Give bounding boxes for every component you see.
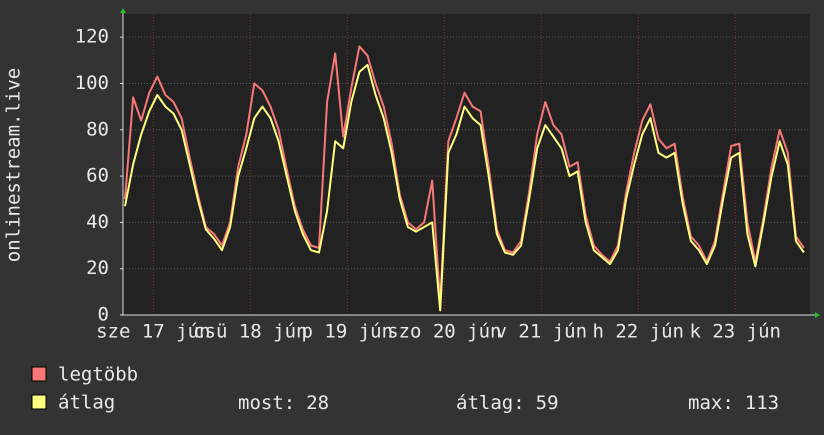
legend-stat: max: 113	[688, 392, 779, 414]
lines	[124, 45, 805, 312]
x-tick-label: csü 18 jún	[193, 321, 307, 343]
x-arrow	[815, 312, 820, 318]
y-tick-label: 60	[86, 165, 109, 187]
y-tick-label: 120	[75, 26, 109, 48]
stat-value: 28	[306, 392, 329, 414]
x-tick-label: k 23 jún	[689, 321, 781, 343]
y-axis-label: onlinestream.live	[3, 68, 25, 262]
legend-swatch	[31, 366, 47, 382]
legend-swatch	[31, 394, 47, 410]
y-tick-label: 0	[98, 304, 109, 326]
stat-value: 113	[745, 392, 779, 414]
stat-label: most:	[238, 392, 295, 414]
y-tick-label: 80	[86, 118, 109, 140]
series-line	[124, 63, 805, 312]
plot-area	[123, 14, 810, 315]
stat-label: átlag:	[456, 392, 525, 414]
legend-label: legtöbb	[58, 364, 138, 386]
stat-value: 59	[536, 392, 559, 414]
x-tick-label: v 21 jún	[496, 321, 588, 343]
y-tick-label: 20	[86, 257, 109, 279]
x-tick-label: sze 17 jún	[96, 321, 210, 343]
legend-stat: most: 28	[238, 392, 329, 414]
x-tick-label: szo 20 jún	[387, 321, 501, 343]
y-arrow	[120, 8, 126, 13]
stat-label: max:	[688, 392, 734, 414]
legend: legtöbb átlag most: 28 átlag: 59 max: 113	[31, 364, 779, 414]
x-tick-label: h 22 jún	[592, 321, 684, 343]
y-tick-label: 40	[86, 211, 109, 233]
legend-label: átlag	[58, 392, 115, 414]
legend-stat: átlag: 59	[456, 392, 559, 414]
x-tick-label: p 19 jún	[302, 321, 394, 343]
y-tick-label: 100	[75, 72, 109, 94]
